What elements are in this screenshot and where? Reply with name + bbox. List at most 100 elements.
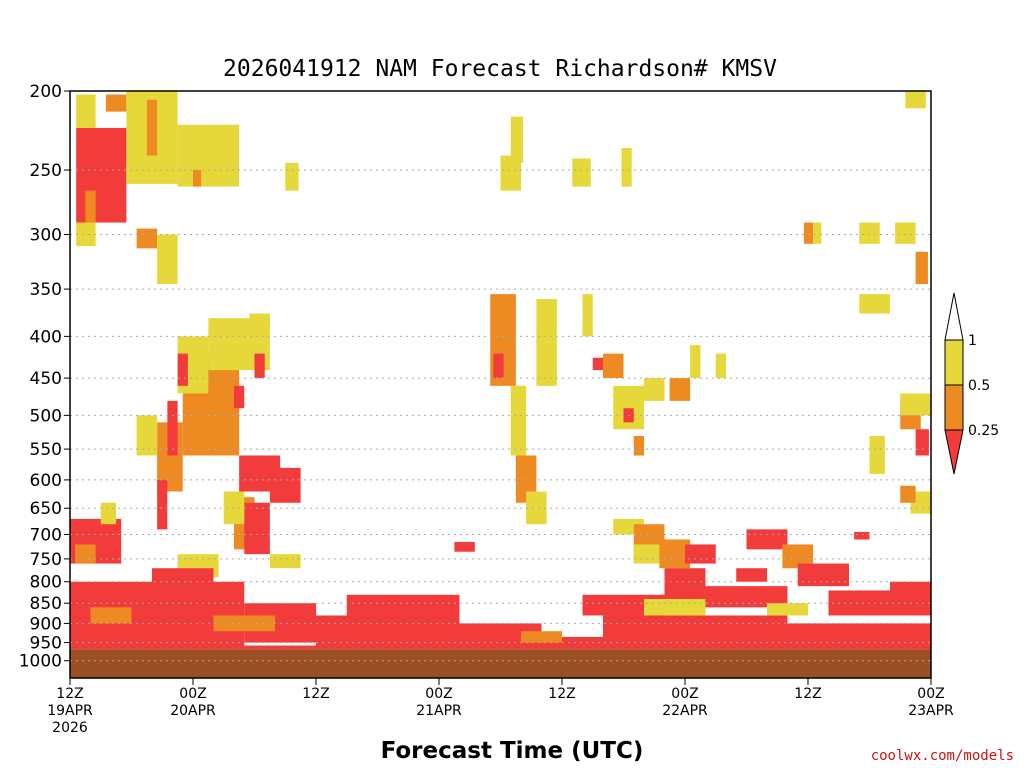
heatmap-cell	[782, 544, 814, 569]
heatmap-cell	[526, 491, 547, 525]
x-tick-label: 12Z	[548, 686, 575, 702]
x-tick-label: 00Z	[671, 686, 698, 702]
heatmap-cell	[76, 222, 96, 247]
heatmap-cell	[592, 357, 603, 371]
heatmap-cell	[621, 148, 632, 187]
heatmap-cell	[157, 234, 178, 285]
y-tick-label: 450	[30, 369, 62, 389]
heatmap-cell	[70, 645, 931, 650]
x-tick-label: 23APR	[908, 703, 954, 719]
colorbar-segment-0.25-0.5	[944, 384, 964, 431]
chart-title: 2026041912 NAM Forecast Richardson# KMSV	[223, 56, 777, 82]
heatmap-cell	[613, 385, 644, 430]
y-tick-label: 500	[30, 406, 62, 426]
ground-fill	[70, 649, 931, 678]
heatmap-cell	[541, 636, 603, 649]
heatmap-cell	[900, 393, 931, 416]
heatmap-cell	[767, 603, 808, 616]
heatmap-cell	[895, 222, 916, 244]
heatmap-cell	[234, 385, 245, 409]
x-tick-label: 00Z	[917, 686, 944, 702]
colorbar-segment-upper	[944, 292, 964, 341]
heatmap-cell	[736, 568, 767, 582]
heatmap-cell	[152, 568, 214, 591]
heatmap-cell	[664, 568, 706, 591]
credit-text: coolwx.com/models	[871, 748, 1014, 764]
heatmap-cell	[157, 479, 168, 530]
colorbar-segment-0.5-1	[944, 339, 964, 386]
y-tick-label: 400	[30, 327, 62, 347]
heatmap-cell	[454, 541, 475, 552]
plot-frame	[69, 90, 932, 679]
heatmap-cell	[85, 190, 96, 223]
heatmap-cell	[269, 467, 301, 503]
y-tick-label: 200	[30, 82, 62, 102]
heatmap-cell	[510, 385, 527, 456]
heatmap-cell	[536, 299, 557, 386]
y-tick-label: 650	[30, 499, 62, 519]
ground-layer	[70, 649, 931, 678]
colorbar: 1 0.5 0.25	[944, 292, 999, 475]
heatmap-cell	[633, 544, 660, 564]
x-tick-label: 12Z	[794, 686, 821, 702]
heatmap-cell	[254, 353, 265, 379]
heatmap-cell	[146, 99, 158, 156]
x-tick-label: 22APR	[662, 703, 708, 719]
y-tick-label: 900	[30, 614, 62, 634]
heatmap-cell	[715, 353, 726, 379]
heatmap-cell	[346, 594, 460, 616]
heatmap-cell	[316, 615, 460, 647]
heatmap-cell	[803, 222, 814, 244]
y-tick-label: 700	[30, 525, 62, 545]
heatmap-cell	[193, 169, 202, 187]
heatmap-cell	[900, 485, 916, 503]
heatmap-cell	[167, 400, 178, 456]
heatmap-cell	[905, 91, 926, 109]
heatmap-cell	[859, 222, 880, 244]
colorbar-level-label: 0.25	[968, 423, 999, 439]
y-tick-label: 750	[30, 550, 62, 570]
x-axis-label: Forecast Time (UTC)	[381, 738, 644, 764]
heatmap-cell	[813, 222, 822, 244]
heatmap-cell	[177, 124, 240, 187]
y-tick-label: 950	[30, 634, 62, 654]
heatmap-cell	[100, 502, 117, 525]
heatmap-cell	[515, 455, 537, 503]
heatmap-cell	[269, 554, 301, 569]
heatmap-cell	[500, 155, 521, 191]
heatmap-cell	[521, 631, 562, 643]
x-tick-label: 19APR	[47, 703, 93, 719]
heatmap-cell	[915, 429, 929, 456]
heatmap-cell	[105, 94, 127, 112]
heatmap-cell	[787, 623, 931, 649]
x-tick-label: 00Z	[425, 686, 452, 702]
heatmap-cell	[869, 435, 885, 474]
heatmap-cell	[669, 378, 691, 401]
y-tick-label: 300	[30, 226, 62, 246]
heatmap-cell	[493, 353, 504, 379]
y-tick-label: 550	[30, 440, 62, 460]
heatmap-cell	[90, 607, 132, 624]
colorbar-level-label: 1	[968, 333, 977, 349]
y-tick-label: 350	[30, 280, 62, 300]
y-tick-label: 800	[30, 573, 62, 593]
heatmap-cell	[915, 251, 928, 285]
colorbar-level-label: 0.5	[968, 378, 990, 394]
heatmap-cell	[510, 116, 524, 163]
heatmap-cell	[75, 544, 96, 564]
x-tick-label: 12Z	[56, 686, 83, 702]
heatmap-cell	[285, 162, 299, 191]
y-tick-label: 1000	[19, 652, 62, 672]
y-tick-label: 250	[30, 161, 62, 181]
x-tick-label: 00Z	[179, 686, 206, 702]
y-tick-label: 600	[30, 471, 62, 491]
x-tick-label: 20APR	[170, 703, 216, 719]
heatmap-cell	[854, 531, 870, 540]
heatmap-cell	[136, 228, 158, 249]
x-tick-label: 21APR	[416, 703, 462, 719]
heatmap-cell	[797, 563, 849, 587]
x-tick-label: 2026	[52, 720, 88, 736]
heatmap-cell	[76, 94, 96, 128]
